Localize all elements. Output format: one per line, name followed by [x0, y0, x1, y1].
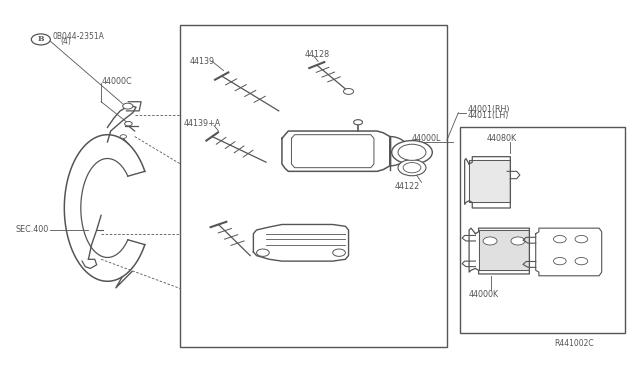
Text: B: B	[38, 35, 44, 44]
Circle shape	[120, 135, 127, 138]
Text: 44139+A: 44139+A	[184, 119, 221, 128]
Text: 0B044-2351A: 0B044-2351A	[52, 32, 104, 41]
Text: 44000L: 44000L	[412, 134, 442, 143]
Text: 44139: 44139	[190, 57, 215, 66]
Text: 44011(LH): 44011(LH)	[467, 111, 509, 120]
Text: 44122: 44122	[395, 182, 420, 191]
Polygon shape	[479, 230, 529, 270]
Circle shape	[333, 249, 346, 256]
Circle shape	[123, 103, 133, 109]
Polygon shape	[469, 160, 510, 202]
Bar	[460, 127, 625, 333]
Circle shape	[398, 144, 426, 160]
Text: 44000K: 44000K	[468, 289, 499, 299]
Text: 44000C: 44000C	[102, 77, 132, 86]
Text: SEC.400: SEC.400	[15, 225, 49, 234]
Text: 44001(RH): 44001(RH)	[467, 105, 509, 113]
Circle shape	[257, 249, 269, 256]
Circle shape	[403, 163, 421, 173]
Circle shape	[511, 237, 525, 245]
Circle shape	[483, 237, 497, 245]
Circle shape	[392, 141, 432, 164]
Text: R441002C: R441002C	[555, 339, 595, 348]
Circle shape	[344, 89, 354, 94]
Bar	[180, 25, 447, 347]
Circle shape	[125, 122, 132, 126]
Text: (4): (4)	[60, 38, 71, 46]
Circle shape	[554, 235, 566, 243]
Circle shape	[575, 257, 588, 265]
Text: 44128: 44128	[304, 49, 329, 58]
Circle shape	[554, 257, 566, 265]
Circle shape	[31, 34, 51, 45]
Circle shape	[398, 160, 426, 176]
Circle shape	[354, 120, 362, 125]
Circle shape	[575, 235, 588, 243]
Text: 44080K: 44080K	[486, 134, 516, 143]
